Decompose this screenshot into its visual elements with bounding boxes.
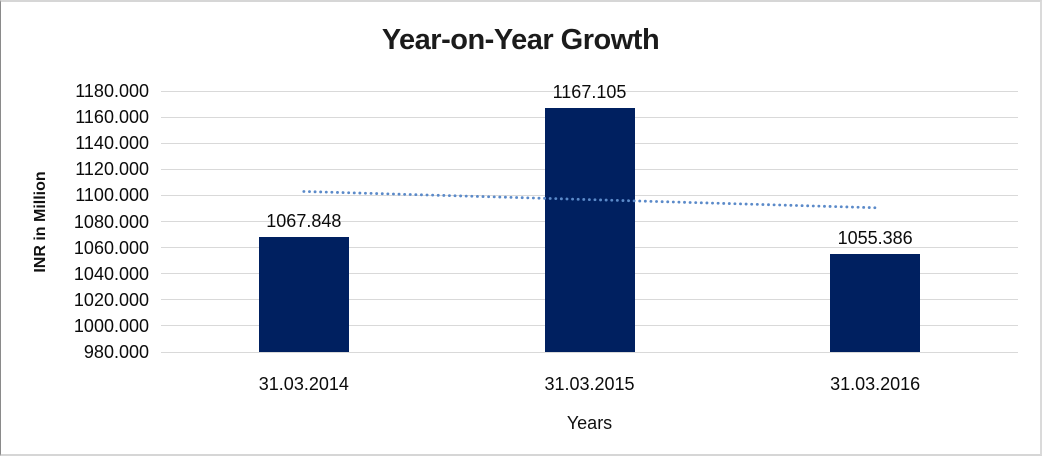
y-tick-label: 1040.000 bbox=[73, 263, 149, 284]
gridline bbox=[161, 351, 1018, 353]
y-tick-label: 1140.000 bbox=[75, 133, 149, 154]
y-axis-tick-labels: 1180.000 1160.000 1140.000 1120.000 1100.000… bbox=[1, 81, 149, 362]
y-tick-label: 1180.000 bbox=[75, 81, 149, 101]
bar bbox=[830, 253, 921, 352]
chart-title: Year-on-Year Growth bbox=[381, 24, 660, 56]
bar bbox=[258, 237, 349, 352]
gridline bbox=[161, 90, 1018, 92]
y-tick-label: 1020.000 bbox=[73, 289, 149, 310]
bar-value-label: 1167.105 bbox=[552, 81, 627, 102]
x-tick-label: 31.03.2014 bbox=[258, 374, 349, 394]
y-tick-label: 1100.000 bbox=[75, 185, 149, 206]
bar-value-label: 1055.386 bbox=[837, 227, 913, 248]
y-tick-label: 1160.000 bbox=[75, 107, 149, 128]
plot-area: 1067.848 1167.105 1055.386 bbox=[161, 82, 1018, 353]
x-tick-label: 31.03.2015 bbox=[544, 374, 635, 394]
y-tick-label: 1060.000 bbox=[73, 237, 149, 258]
y-tick-label: 1120.000 bbox=[75, 159, 149, 180]
x-axis-title: Years bbox=[566, 413, 613, 433]
y-tick-label: 980.000 bbox=[83, 342, 149, 362]
y-tick-label: 1000.000 bbox=[73, 315, 149, 336]
bar-value-label: 1067.848 bbox=[266, 211, 342, 232]
y-tick-label: 1080.000 bbox=[73, 211, 149, 232]
x-tick-label: 31.03.2016 bbox=[830, 374, 921, 394]
bar bbox=[544, 107, 635, 352]
